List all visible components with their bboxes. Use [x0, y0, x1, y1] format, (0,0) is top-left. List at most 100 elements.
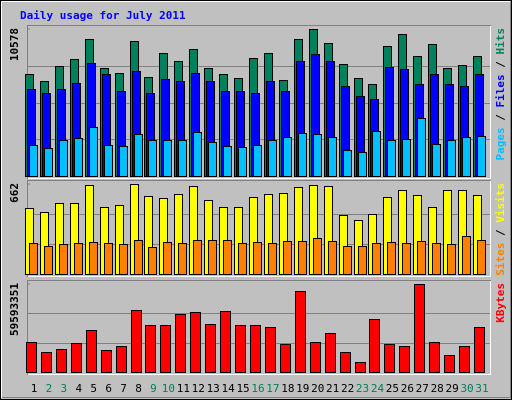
bar — [29, 145, 38, 177]
bar — [119, 244, 128, 275]
x-tick-label: 6 — [105, 382, 112, 395]
bar — [417, 241, 426, 275]
bar — [74, 243, 83, 275]
x-tick-label: 10 — [162, 382, 175, 395]
bar — [358, 246, 367, 275]
x-tick-label: 8 — [135, 382, 142, 395]
bar — [160, 325, 171, 373]
bar — [74, 138, 83, 177]
bar — [399, 346, 410, 373]
bar — [372, 243, 381, 275]
bar — [131, 310, 142, 373]
bar — [444, 355, 455, 373]
bar — [205, 324, 216, 373]
x-tick-label: 20 — [311, 382, 324, 395]
bar — [26, 342, 37, 373]
bar — [250, 325, 261, 373]
x-tick-label: 2 — [46, 382, 53, 395]
bar — [477, 240, 486, 275]
x-tick-label: 17 — [266, 382, 279, 395]
bar — [387, 242, 396, 275]
bar — [340, 352, 351, 373]
bar — [193, 240, 202, 275]
x-tick-label: 25 — [386, 382, 399, 395]
x-tick-label: 12 — [192, 382, 205, 395]
bar — [104, 145, 113, 177]
x-tick-label: 13 — [207, 382, 220, 395]
bar — [223, 240, 232, 275]
x-tick-label: 30 — [460, 382, 473, 395]
bar — [462, 236, 471, 275]
bar — [59, 244, 68, 275]
bar — [44, 148, 53, 177]
bar — [298, 133, 307, 177]
bar — [298, 241, 307, 275]
bar — [163, 242, 172, 275]
bar — [268, 140, 277, 177]
bar — [208, 142, 217, 177]
x-tick-label: 14 — [222, 382, 236, 395]
y-tick-label: 662 — [8, 183, 21, 203]
legend: Sites / Visits — [494, 183, 507, 276]
legend-separator: / — [494, 108, 507, 128]
x-tick-label: 7 — [120, 382, 127, 395]
bar — [175, 314, 186, 373]
bar — [414, 284, 425, 373]
bar — [283, 241, 292, 275]
bar — [253, 242, 262, 275]
bar — [235, 325, 246, 373]
bar — [313, 238, 322, 275]
bar — [145, 325, 156, 373]
bar — [163, 140, 172, 177]
bar — [477, 136, 486, 177]
bar — [462, 137, 471, 177]
bar — [432, 243, 441, 275]
x-tick-label: 23 — [356, 382, 369, 395]
bar — [220, 311, 231, 373]
x-tick-label: 1 — [31, 382, 38, 395]
legend-entry: Sites — [494, 243, 507, 276]
bar — [134, 134, 143, 177]
x-tick-label: 22 — [341, 382, 354, 395]
bar — [265, 327, 276, 373]
bar — [101, 350, 112, 373]
bar — [447, 140, 456, 177]
legend-entry: KBytes — [494, 283, 507, 323]
bar — [119, 146, 128, 177]
bar — [253, 145, 262, 177]
x-tick-label: 5 — [90, 382, 97, 395]
x-tick-label: 21 — [326, 382, 339, 395]
x-tick-label: 16 — [251, 382, 264, 395]
y-tick-label: 10578 — [8, 28, 21, 61]
bar — [148, 247, 157, 275]
bar — [402, 139, 411, 177]
legend: KBytes — [494, 283, 507, 323]
bar — [325, 333, 336, 373]
x-tick-label: 3 — [61, 382, 68, 395]
bar — [59, 140, 68, 177]
bar — [474, 327, 485, 373]
bar — [313, 134, 322, 177]
bar — [369, 319, 380, 373]
bar — [89, 127, 98, 177]
y-tick-label: 59593351 — [8, 283, 21, 336]
bar — [29, 243, 38, 275]
bar — [343, 150, 352, 177]
bar — [355, 362, 366, 373]
bar — [310, 342, 321, 373]
chart-title: Daily usage for July 2011 — [20, 9, 186, 22]
bar — [104, 243, 113, 275]
bar — [447, 244, 456, 275]
x-tick-label: 31 — [475, 382, 488, 395]
bar — [328, 241, 337, 275]
legend-entry: Hits — [494, 28, 507, 55]
legend-entry: Files — [494, 74, 507, 107]
bar — [372, 131, 381, 177]
x-tick-label: 26 — [401, 382, 414, 395]
x-tick-label: 28 — [431, 382, 444, 395]
bar — [429, 342, 440, 373]
legend: Pages / Files / Hits — [494, 28, 507, 161]
bar — [190, 312, 201, 373]
bar — [238, 147, 247, 177]
